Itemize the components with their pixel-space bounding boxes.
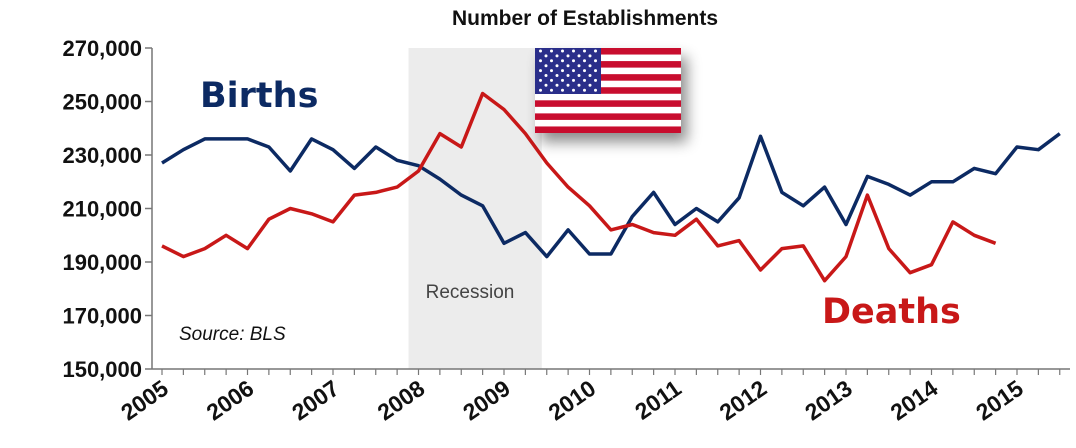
y-tick-label: 210,000 xyxy=(62,197,142,222)
y-axis-ticks: 150,000 170,000 190,000 210,000 230,000 250,0… xyxy=(62,36,152,382)
flag-star xyxy=(550,69,553,73)
x-axis-ticks: 2005 2006 2007 2008 2009 2010 2011 2012 2013 2014… xyxy=(116,369,1061,426)
flag-star xyxy=(539,69,542,73)
x-tick-label: 2007 xyxy=(287,375,344,426)
series-line-deaths xyxy=(161,91,997,283)
flag-star xyxy=(555,83,559,87)
flag-star xyxy=(539,59,542,63)
flag-star xyxy=(539,78,542,82)
x-tick-label: 2014 xyxy=(886,375,943,426)
x-tick-label: 2010 xyxy=(544,375,601,426)
flag-star xyxy=(544,54,548,58)
flag-stripe xyxy=(535,87,681,94)
x-tick-label: 2011 xyxy=(630,375,686,425)
flag-stripe xyxy=(535,113,681,120)
flag-star xyxy=(544,74,548,77)
flag-star xyxy=(583,78,586,82)
flag-star xyxy=(594,88,597,92)
flag-star xyxy=(572,88,575,92)
flag-star xyxy=(561,49,564,53)
flag-star xyxy=(550,88,553,92)
flag-star xyxy=(577,83,581,87)
flag-star xyxy=(544,64,548,68)
flag-star xyxy=(583,49,586,53)
flag-star xyxy=(577,64,581,68)
series-line-births xyxy=(161,132,1061,259)
flag-star xyxy=(583,88,586,92)
y-tick-label: 270,000 xyxy=(62,36,142,61)
flag-star xyxy=(572,59,575,63)
flag-star xyxy=(550,78,553,82)
deaths-label: Deaths xyxy=(822,292,961,332)
flag-star xyxy=(594,59,597,63)
flag-star xyxy=(577,74,581,77)
flag-star xyxy=(588,64,592,68)
flag-star xyxy=(594,78,597,82)
x-tick-label: 2015 xyxy=(971,375,1028,426)
flag-star xyxy=(566,54,570,58)
y-tick-label: 230,000 xyxy=(62,143,142,168)
y-tick-label: 250,000 xyxy=(62,90,142,115)
us-flag-icon xyxy=(535,48,681,133)
y-tick-label: 170,000 xyxy=(62,304,142,329)
flag-star xyxy=(583,59,586,63)
flag-star xyxy=(544,83,548,87)
source-note: Source: BLS xyxy=(179,324,286,345)
flag-star xyxy=(539,49,542,53)
flag-star xyxy=(555,64,559,68)
flag-star xyxy=(550,49,553,53)
flag-star xyxy=(539,88,542,92)
flag-star xyxy=(577,54,581,58)
flag-star xyxy=(588,83,592,87)
x-tick-label: 2006 xyxy=(202,375,259,426)
x-tick-label: 2012 xyxy=(715,375,772,426)
flag-stripe xyxy=(535,100,681,107)
recession-band xyxy=(408,48,542,369)
flag-star xyxy=(566,64,570,68)
flag-star xyxy=(594,69,597,73)
chart-title: Number of Establishments xyxy=(452,7,718,30)
flag-star xyxy=(555,74,559,77)
flag-star xyxy=(572,49,575,53)
flag-star xyxy=(572,78,575,82)
flag-star xyxy=(561,59,564,63)
series-lines xyxy=(161,91,1061,283)
births-label: Births xyxy=(200,76,318,116)
x-tick-label: 2008 xyxy=(373,375,430,426)
flag-stripe xyxy=(535,126,681,133)
flag-star xyxy=(555,54,559,58)
x-tick-label: 2005 xyxy=(116,375,173,426)
flag-star xyxy=(588,74,592,77)
flag-star xyxy=(588,54,592,58)
flag-star xyxy=(561,88,564,92)
flag-star xyxy=(566,83,570,87)
flag-stripe xyxy=(535,74,681,81)
flag-star xyxy=(583,69,586,73)
flag-star xyxy=(561,69,564,73)
flag-star xyxy=(572,69,575,73)
x-tick-label: 2013 xyxy=(800,375,857,426)
flag-star xyxy=(594,49,597,53)
recession-label: Recession xyxy=(426,282,515,303)
y-tick-label: 190,000 xyxy=(62,250,142,275)
flag-star xyxy=(550,59,553,63)
flag-stripe xyxy=(535,61,681,68)
flag-stripe xyxy=(535,48,681,55)
flag-star xyxy=(566,74,570,77)
x-tick-label: 2009 xyxy=(458,375,515,426)
y-tick-label: 150,000 xyxy=(62,357,142,382)
flag-star xyxy=(561,78,564,82)
